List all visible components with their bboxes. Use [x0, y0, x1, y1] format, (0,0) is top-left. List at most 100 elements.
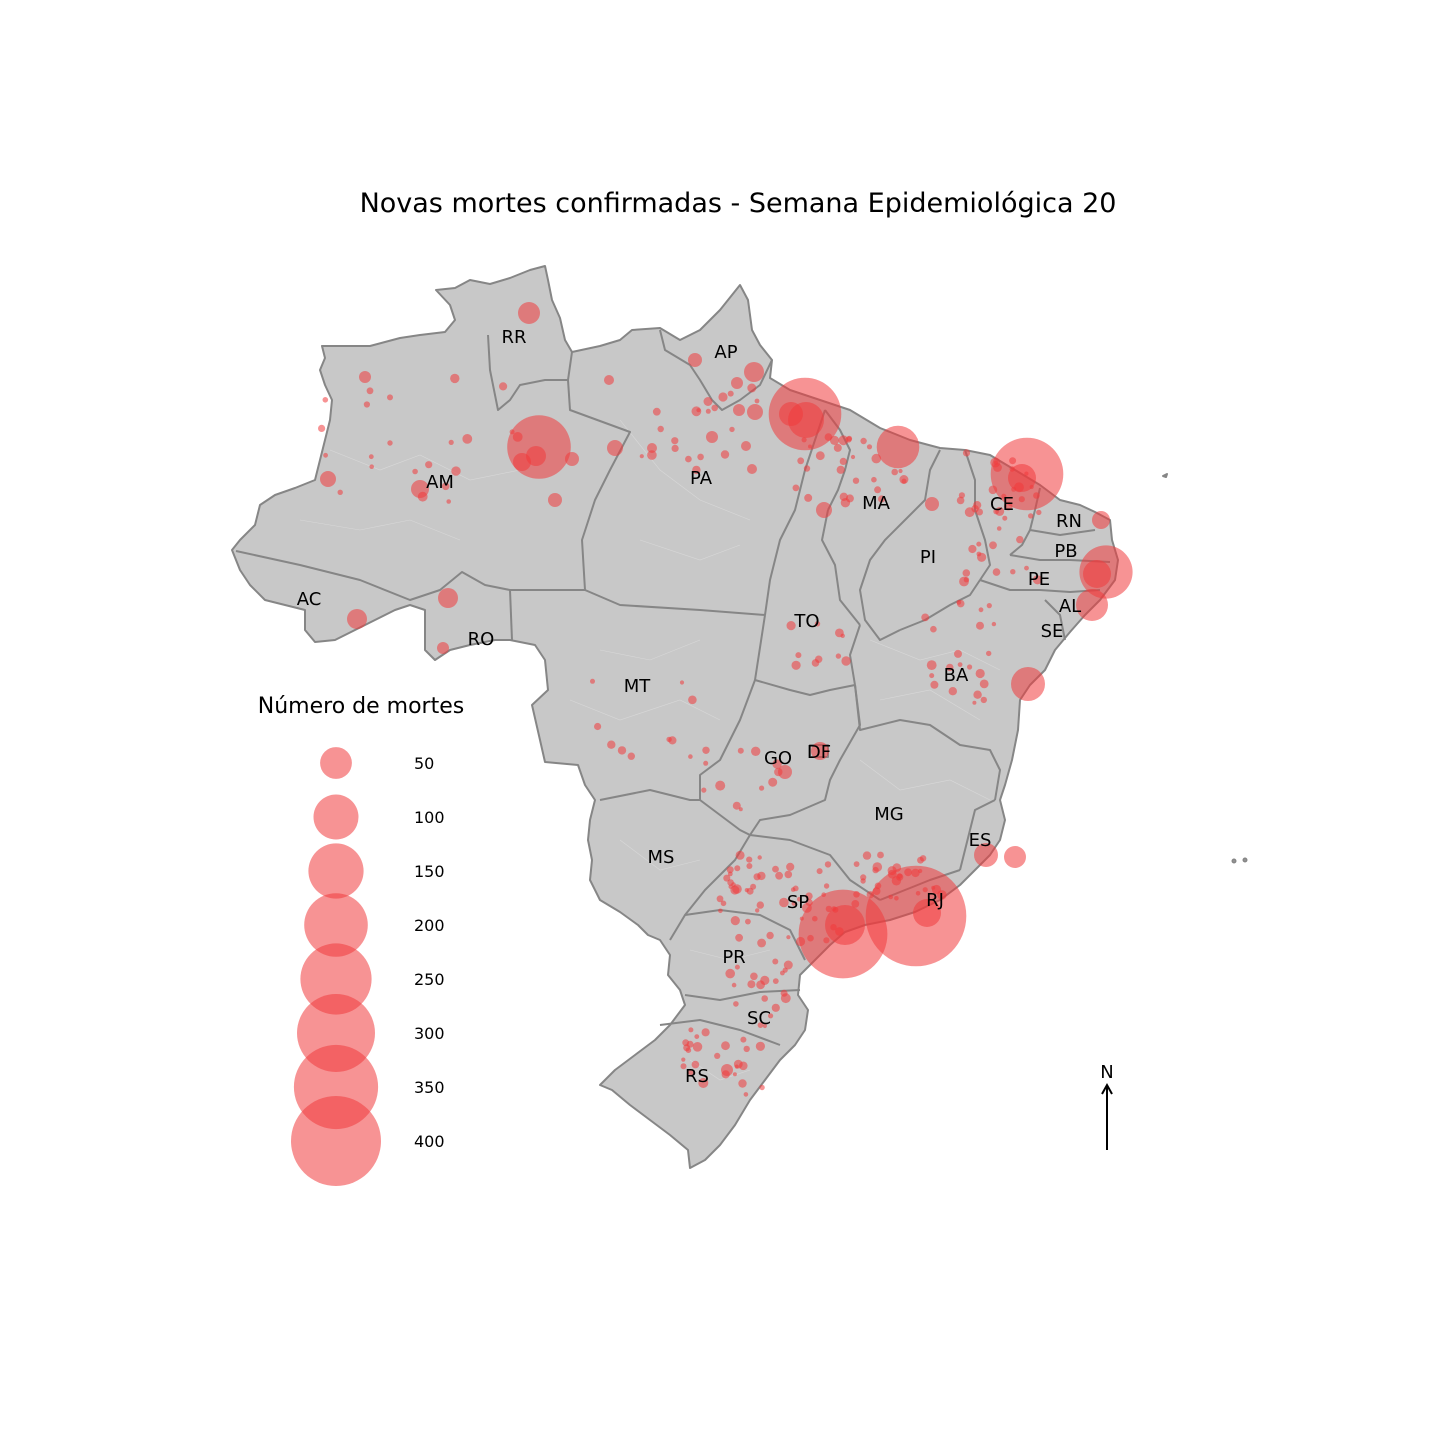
municipal-bubble	[647, 450, 657, 460]
state-borders	[235, 329, 1111, 1046]
municipal-bubble	[853, 861, 860, 867]
municipal-bubble	[915, 891, 921, 896]
municipal-bubble	[967, 664, 973, 670]
legend-label: 350	[414, 1078, 445, 1097]
municipal-bubble	[891, 468, 898, 476]
municipal-bubble	[441, 482, 450, 491]
municipal-bubble	[759, 785, 765, 791]
municipal-bubble	[590, 678, 595, 684]
municipal-bubble	[697, 453, 704, 461]
municipal-bubble	[850, 454, 856, 460]
municipal-bubble	[921, 613, 930, 622]
municipal-bubble	[835, 628, 844, 638]
municipal-bubble	[962, 569, 971, 577]
municipal-bubble	[986, 650, 992, 657]
state-label-ma: MA	[862, 493, 891, 514]
border-am-rr	[487, 334, 573, 411]
municipal-bubble	[956, 496, 965, 505]
state-label-rr: RR	[501, 327, 526, 348]
size-legend: Número de mortes 50 100 150 200 250 300 350 400	[258, 694, 464, 1186]
municipal-bubble	[617, 746, 627, 755]
state-label-pa: PA	[690, 468, 713, 489]
municipal-bubble	[732, 801, 741, 810]
municipal-bubble	[366, 387, 374, 395]
municipal-bubble	[703, 760, 709, 766]
municipal-bubble	[862, 851, 872, 860]
municipal-bubble	[833, 443, 842, 452]
municipal-bubble	[733, 1001, 739, 1007]
border-ma-pi	[859, 449, 941, 641]
municipal-bubble	[976, 621, 984, 630]
legend-bubble	[313, 794, 359, 840]
municipal-bubble	[1009, 466, 1015, 472]
municipal-bubble	[698, 1078, 709, 1088]
municipal-bubble	[696, 408, 701, 413]
municipal-bubble	[852, 477, 860, 484]
municipal-bubble	[387, 394, 393, 401]
municipal-bubble	[896, 873, 904, 881]
municipal-bubble	[972, 700, 977, 705]
municipal-bubble	[718, 392, 728, 402]
state-label-pr: PR	[722, 947, 745, 968]
municipal-bubble	[989, 541, 997, 550]
municipal-bubble	[733, 404, 745, 416]
municipal-bubble	[1029, 484, 1034, 490]
municipal-bubble	[772, 978, 779, 984]
municipal-bubble	[962, 449, 971, 457]
municipal-bubble	[980, 696, 987, 704]
municipal-bubble	[792, 484, 800, 492]
municipal-bubble	[745, 918, 751, 925]
legend-items: 50 100 150 200 250 300 350 400	[291, 747, 445, 1186]
municipal-bubble	[688, 1027, 694, 1033]
municipal-bubble	[627, 752, 635, 760]
municipal-bubble	[918, 868, 923, 874]
legend-label: 400	[414, 1132, 445, 1151]
municipal-bubble	[725, 968, 735, 979]
municipal-bubble	[1036, 509, 1042, 516]
municipal-bubble	[795, 652, 802, 659]
legend-label: 100	[414, 808, 445, 827]
municipal-bubble	[757, 938, 766, 948]
municipal-bubble	[830, 924, 837, 931]
municipal-bubble	[1001, 493, 1007, 499]
border-sp-pr	[684, 909, 806, 961]
municipal-bubble	[992, 568, 1001, 576]
municipal-bubble	[779, 402, 803, 426]
state-label-rn: RN	[1056, 511, 1082, 532]
municipal-bubble	[807, 934, 814, 942]
municipal-bubble	[791, 901, 796, 906]
municipal-bubble	[783, 960, 793, 970]
municipal-bubble	[694, 1034, 700, 1039]
municipal-bubble	[688, 695, 697, 705]
municipal-bubble	[743, 1092, 749, 1097]
state-label-rj: RJ	[926, 890, 944, 911]
municipal-bubble	[931, 885, 936, 890]
municipal-bubble	[792, 885, 799, 892]
municipal-bubble	[816, 868, 823, 875]
legend-bubble	[291, 1096, 381, 1186]
municipal-bubble	[639, 454, 644, 459]
municipal-bubble	[911, 868, 920, 878]
municipality-lines	[299, 419, 1001, 1081]
municipal-bubble	[721, 1041, 730, 1051]
state-label-sp: SP	[787, 892, 809, 913]
municipal-bubble	[760, 975, 770, 986]
municipal-bubble	[786, 621, 796, 631]
municipal-bubble	[993, 508, 999, 515]
municipal-bubble	[703, 397, 713, 406]
municipal-bubble	[363, 401, 370, 408]
municipal-bubble	[791, 660, 801, 670]
municipal-bubble	[1002, 515, 1008, 521]
municipal-bubble	[978, 607, 984, 613]
municipal-bubble	[860, 437, 867, 445]
state-label-pe: PE	[1028, 569, 1050, 590]
border-to-ba	[849, 624, 861, 686]
municipal-bubble	[805, 892, 813, 900]
municipal-bubble	[913, 899, 941, 927]
municipal-bubble	[772, 865, 779, 873]
municipal-bubble	[425, 461, 433, 469]
municipal-bubble	[738, 1079, 747, 1088]
municipal-bubble	[877, 851, 884, 859]
municipal-bubble	[808, 444, 812, 449]
municipal-bubble	[986, 603, 992, 609]
